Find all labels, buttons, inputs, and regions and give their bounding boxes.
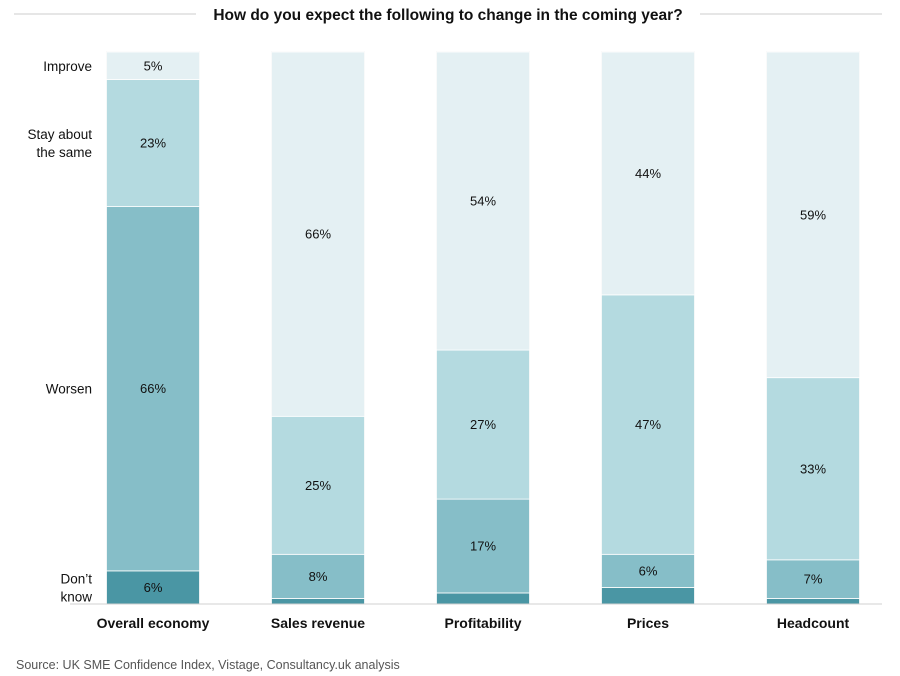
data-label-overall-economy-stay-about-the-same: 23% [140,136,166,151]
data-label-headcount-improve: 59% [800,207,826,222]
category-label-headcount: Headcount [777,615,850,631]
bar-segment-profitability-don-t-know [436,592,530,605]
legend-label-don-t-know: know [60,589,92,604]
legend-label-don-t-know: Don’t [60,571,92,586]
bar-segment-profitability-stay-about-the-same [436,349,530,500]
data-label-overall-economy-worsen: 66% [140,381,166,396]
data-label-headcount-stay-about-the-same: 33% [800,461,826,476]
data-label-overall-economy-don-t-know: 6% [144,580,163,595]
bar-segment-profitability-worsen [436,498,530,594]
bar-segment-headcount-don-t-know [766,598,860,605]
data-label-profitability-stay-about-the-same: 27% [470,417,496,432]
bar-segment-overall-economy-stay-about-the-same [106,79,200,207]
bar-segment-headcount-worsen [766,559,860,599]
bar-segment-profitability-improve [436,51,530,351]
legend-label-improve: Improve [43,59,92,74]
bar-segment-prices-stay-about-the-same [601,294,695,555]
bar-segment-sales-revenue-don-t-know [271,598,365,605]
data-label-overall-economy-improve: 5% [144,58,163,73]
bar-segment-sales-revenue-improve [271,51,365,417]
source-note: Source: UK SME Confidence Index, Vistage… [16,658,400,672]
bar-segment-prices-worsen [601,553,695,588]
legend-label-stay-about-the-same: the same [36,145,92,160]
data-label-profitability-worsen: 17% [470,539,496,554]
bar-segment-overall-economy-don-t-know [106,570,200,605]
bar-segment-prices-improve [601,51,695,296]
category-labels: Overall economy Sales revenue Profitabilit… [97,615,850,631]
data-label-sales-revenue-worsen: 8% [309,569,328,584]
bar-segment-sales-revenue-worsen [271,553,365,599]
legend: Don’t know Worsen Stay about the same Improve [27,59,92,605]
bar-segment-overall-economy-worsen [106,206,200,572]
data-label-sales-revenue-stay-about-the-same: 25% [305,478,331,493]
data-label-headcount-worsen: 7% [804,572,823,587]
category-label-sales-revenue: Sales revenue [271,615,365,631]
data-label-sales-revenue-improve: 66% [305,227,331,242]
data-label-profitability-improve: 54% [470,194,496,209]
data-label-prices-stay-about-the-same: 47% [635,417,661,432]
category-label-profitability: Profitability [444,615,521,631]
bar-segment-overall-economy-improve [106,51,200,81]
category-label-prices: Prices [627,615,669,631]
bar-segment-headcount-stay-about-the-same [766,377,860,561]
legend-label-worsen: Worsen [46,382,92,397]
bars-layer: 6% 66% 23% 5% 8% 25% 66% 17% 27% 54% 6% 47% 44% 7% 33%… [106,51,860,605]
category-label-overall-economy: Overall economy [97,615,210,631]
bar-segment-sales-revenue-stay-about-the-same [271,415,365,555]
bar-segment-headcount-improve [766,51,860,379]
data-label-prices-worsen: 6% [639,563,658,578]
data-label-prices-improve: 44% [635,166,661,181]
legend-label-stay-about-the-same: Stay about [27,127,92,142]
chart-title: How do you expect the following to chang… [213,7,682,24]
bar-segment-prices-don-t-know [601,587,695,605]
chart-title-group: How do you expect the following to chang… [14,7,882,24]
